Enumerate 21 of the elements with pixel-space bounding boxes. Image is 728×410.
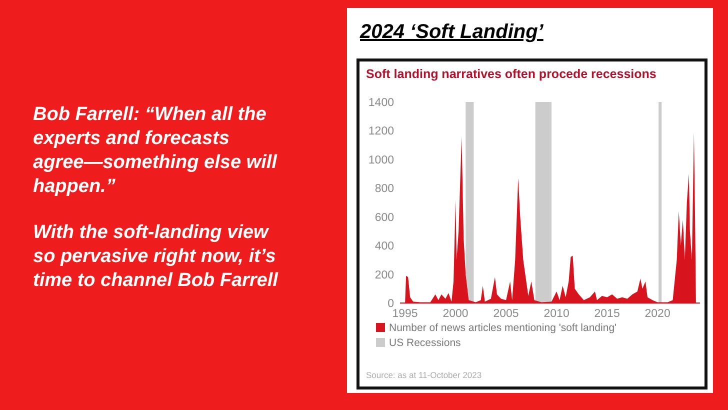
text: With the soft-landing view so pervasive right now, it’s time to channel Bob Farrell: [33, 222, 279, 291]
y-tick-label: 1000: [368, 154, 394, 166]
x-tick-label: 2005: [493, 308, 519, 320]
x-tick-label: 2010: [544, 308, 570, 320]
x-tick-label: 2015: [594, 308, 620, 320]
y-tick-label: 200: [374, 269, 394, 282]
legend-label: US Recessions: [389, 337, 461, 349]
legend-label: Number of news articles mentioning 'soft landing': [389, 322, 617, 334]
y-tick-label: 800: [374, 183, 394, 196]
source-note: Source: as at 11-October 2023: [366, 370, 482, 380]
y-tick-label: 600: [374, 212, 394, 224]
y-tick-label: 400: [374, 240, 394, 253]
chart-subtitle: Soft landing narratives often procede recessions: [366, 67, 656, 81]
chart-title: 2024 ‘Soft Landing’: [359, 21, 544, 43]
y-tick-label: 1200: [368, 126, 394, 138]
y-tick-label: 0: [388, 298, 394, 310]
text: Bob Farrell: “When all the experts and forecasts agree—something else will happen.”: [33, 104, 278, 197]
x-tick-label: 2020: [644, 308, 670, 320]
y-tick-label: 1400: [368, 97, 394, 109]
x-tick-label: 2000: [442, 308, 468, 320]
x-tick-label: 1995: [392, 308, 418, 320]
